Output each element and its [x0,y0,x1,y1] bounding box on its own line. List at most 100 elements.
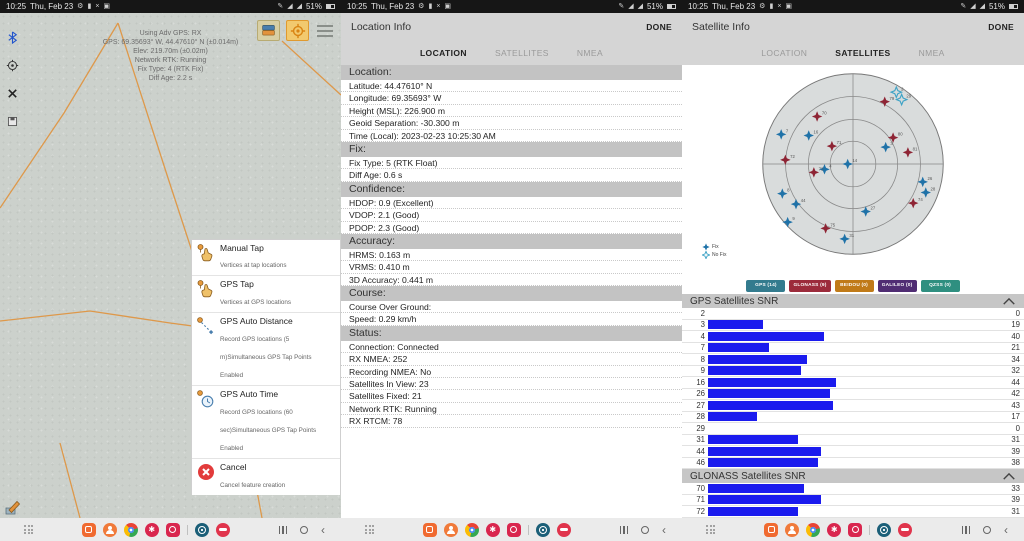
app-icon-chrome[interactable] [123,522,138,537]
signal-icon: ◢ [296,3,302,10]
info-row: Longitude: 69.35693° W [341,92,682,105]
constellation-button[interactable]: QZSS (0) [920,279,960,292]
app-icon-gallery[interactable]: ✱ [827,522,842,537]
bluetooth-icon[interactable] [6,31,19,44]
app-icon-badge[interactable] [215,522,230,537]
satellite-marker: 9 [782,216,795,228]
app-icon-badge[interactable] [556,522,571,537]
info-row: Satellites In View: 23 [341,378,682,391]
recents-button[interactable] [961,525,970,534]
constellation-button[interactable]: GLONASS (9) [789,279,831,292]
app-drawer-icon[interactable] [24,525,33,534]
gps-status-overlay: Using Adv GPS: RX GPS: 69.35693° W, 44.47… [0,29,341,84]
back-button[interactable]: ‹ [662,522,666,537]
snr-value: 44 [1011,377,1020,387]
tab-satellites[interactable]: SATELLITES [835,48,891,58]
recents-button[interactable] [619,525,628,534]
snr-prn: 8 [700,354,705,364]
app-drawer-icon[interactable] [706,525,715,534]
info-row: Time (Local): 2023-02-23 10:25:30 AM [341,129,682,142]
app-icon-gnss-app[interactable] [194,522,209,537]
snr-prn: 27 [696,400,705,410]
snr-section-header[interactable]: GPS Satellites SNR [682,294,1024,308]
tab-satellites[interactable]: SATELLITES [494,48,549,58]
tab-location[interactable]: LOCATION [761,48,808,58]
menu-item[interactable]: GPS Tap Vertices at GPS locations [192,276,340,314]
snr-bar [708,400,833,410]
app-icon-camera[interactable] [848,522,863,537]
gps-follow-button[interactable] [286,20,309,41]
snr-section-header[interactable]: GLONASS Satellites SNR [682,469,1024,483]
map-canvas[interactable]: Using Adv GPS: RX GPS: 69.35693° W, 44.47… [0,13,341,518]
satellite-marker: 70 [811,111,827,122]
snr-bar [708,495,822,505]
menu-item[interactable]: Manual Tap Vertices at tap locations [192,239,340,277]
app-icon-gallery[interactable]: ✱ [144,522,159,537]
chevron-up-icon[interactable] [1002,297,1016,306]
menu-item-detail: Record GPS locations (5 m) [220,336,290,362]
info-row: Network RTK: Running [341,402,682,416]
taskbar: ✱ ‹ [682,518,1024,541]
app-icon-notes[interactable] [81,522,96,537]
app-icon-badge[interactable] [898,522,913,537]
app-icon-gallery[interactable]: ✱ [485,522,500,537]
taskbar: ✱ ‹ [341,518,682,541]
snr-bar [708,389,830,399]
app-icon-chrome[interactable] [464,522,479,537]
snr-row: 29 0 [682,423,1024,435]
app-icon-chrome[interactable] [806,522,821,537]
app-icon-contacts[interactable] [102,522,117,537]
done-button[interactable]: DONE [646,22,672,32]
page-title: Satellite Info [692,21,750,33]
gps-center-icon[interactable] [6,59,19,72]
done-button[interactable]: DONE [988,22,1014,32]
svg-text:26: 26 [927,176,932,181]
snr-bar [708,377,836,387]
gps-overlay-line: Diff Age: 2.2 s [148,75,193,83]
back-button[interactable]: ‹ [1004,522,1008,537]
home-button[interactable] [641,525,649,534]
menu-item[interactable]: GPS Auto Time Record GPS locations (60 s… [192,386,340,460]
svg-text:9: 9 [792,216,795,221]
gps-receiver-button[interactable] [257,20,280,41]
edit-tool-icon[interactable] [5,500,21,516]
satellite-marker: 28 [920,187,936,198]
home-button[interactable] [300,525,308,534]
app-icon-contacts[interactable] [785,522,800,537]
skyplot-legend: Fix No Fix [702,243,726,259]
snr-prn: 26 [696,389,705,399]
app-icon-gnss-app[interactable] [535,522,550,537]
snr-row: 8 34 [682,354,1024,366]
tab-nmea[interactable]: NMEA [576,48,604,58]
menu-item[interactable]: Cancel Cancel feature creation [192,459,340,495]
svg-text:2: 2 [901,86,904,91]
app-icon-camera[interactable] [506,522,521,537]
app-drawer-icon[interactable] [365,525,374,534]
battery-percent: 51% [646,2,663,11]
chevron-up-icon[interactable] [1002,472,1016,481]
tab-nmea[interactable]: NMEA [918,48,945,58]
app-icon-gnss-app[interactable] [877,522,892,537]
constellation-button[interactable]: BEIDOU (0) [834,279,874,292]
app-icon-notes[interactable] [764,522,779,537]
menu-item[interactable]: GPS Auto Distance Record GPS locations (… [192,313,340,387]
app-icon-contacts[interactable] [443,522,458,537]
tab-location[interactable]: LOCATION [419,48,467,58]
recents-button[interactable] [278,525,287,534]
save-icon[interactable] [6,115,19,128]
app-icon-notes[interactable] [422,522,437,537]
home-button[interactable] [983,525,991,534]
app-icon-camera[interactable] [165,522,180,537]
menu-button[interactable] [315,23,335,39]
menu-item-detail: Vertices at GPS locations [220,299,292,307]
satellite-marker: 8 [777,188,790,199]
constellation-button[interactable]: GALILEO (0) [877,279,917,292]
svg-text:44: 44 [801,198,806,203]
snr-prn: 31 [696,435,705,445]
close-tool-icon[interactable] [6,87,19,100]
back-button[interactable]: ‹ [321,522,325,537]
snr-value: 33 [1011,483,1020,493]
section-header: Fix: [341,141,682,157]
constellation-button[interactable]: GPS (14) [746,279,786,292]
snr-row: 9 32 [682,365,1024,377]
